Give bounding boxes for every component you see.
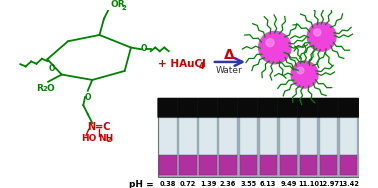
FancyBboxPatch shape xyxy=(179,118,197,159)
Text: 11.10: 11.10 xyxy=(298,181,319,187)
Text: 2.36: 2.36 xyxy=(220,181,236,187)
Text: 6.13: 6.13 xyxy=(260,181,276,187)
Text: O: O xyxy=(85,92,91,102)
Text: 1.39: 1.39 xyxy=(200,181,216,187)
Text: 2: 2 xyxy=(121,5,126,11)
Text: 0.38: 0.38 xyxy=(160,181,176,187)
FancyBboxPatch shape xyxy=(260,155,277,175)
Circle shape xyxy=(291,61,318,88)
Text: N=C: N=C xyxy=(87,122,110,132)
Text: Water: Water xyxy=(215,66,242,75)
Circle shape xyxy=(266,39,274,47)
FancyBboxPatch shape xyxy=(240,155,257,175)
Text: NH: NH xyxy=(98,134,113,143)
Circle shape xyxy=(297,67,304,74)
Text: 2: 2 xyxy=(107,137,112,143)
FancyBboxPatch shape xyxy=(178,98,198,118)
Text: + HAuCl: + HAuCl xyxy=(158,59,206,69)
FancyBboxPatch shape xyxy=(300,155,317,175)
Text: OR: OR xyxy=(110,0,125,9)
Text: 9.49: 9.49 xyxy=(280,181,296,187)
FancyBboxPatch shape xyxy=(280,155,297,175)
FancyBboxPatch shape xyxy=(340,155,357,175)
FancyBboxPatch shape xyxy=(159,155,177,175)
FancyBboxPatch shape xyxy=(240,118,257,159)
FancyBboxPatch shape xyxy=(179,155,197,175)
FancyBboxPatch shape xyxy=(338,98,359,118)
FancyBboxPatch shape xyxy=(298,98,319,118)
Text: 12.97: 12.97 xyxy=(318,181,339,187)
FancyBboxPatch shape xyxy=(159,118,177,159)
FancyBboxPatch shape xyxy=(320,155,337,175)
Text: 0.72: 0.72 xyxy=(180,181,196,187)
Text: R: R xyxy=(37,83,43,92)
FancyBboxPatch shape xyxy=(300,118,317,159)
Text: O: O xyxy=(46,83,54,92)
FancyBboxPatch shape xyxy=(320,118,337,159)
FancyBboxPatch shape xyxy=(198,98,218,118)
Circle shape xyxy=(314,29,321,36)
FancyBboxPatch shape xyxy=(318,98,339,118)
Text: Δ: Δ xyxy=(224,48,234,62)
Text: 4: 4 xyxy=(198,62,204,71)
FancyBboxPatch shape xyxy=(220,155,237,175)
Circle shape xyxy=(307,22,336,51)
FancyBboxPatch shape xyxy=(260,118,277,159)
FancyBboxPatch shape xyxy=(200,118,217,159)
Text: pH =: pH = xyxy=(129,180,153,188)
FancyBboxPatch shape xyxy=(340,118,357,159)
FancyBboxPatch shape xyxy=(238,98,259,118)
Text: O: O xyxy=(48,64,55,73)
FancyBboxPatch shape xyxy=(220,118,237,159)
FancyBboxPatch shape xyxy=(258,98,279,118)
FancyBboxPatch shape xyxy=(200,155,217,175)
FancyBboxPatch shape xyxy=(278,98,299,118)
Circle shape xyxy=(259,31,291,64)
FancyBboxPatch shape xyxy=(218,98,239,118)
FancyBboxPatch shape xyxy=(158,98,358,177)
FancyBboxPatch shape xyxy=(280,118,297,159)
Text: O: O xyxy=(141,44,147,53)
FancyBboxPatch shape xyxy=(158,98,178,118)
Text: 2: 2 xyxy=(43,86,48,92)
Text: 13.42: 13.42 xyxy=(338,181,359,187)
Text: HO: HO xyxy=(82,134,97,143)
Text: 3.55: 3.55 xyxy=(240,181,256,187)
